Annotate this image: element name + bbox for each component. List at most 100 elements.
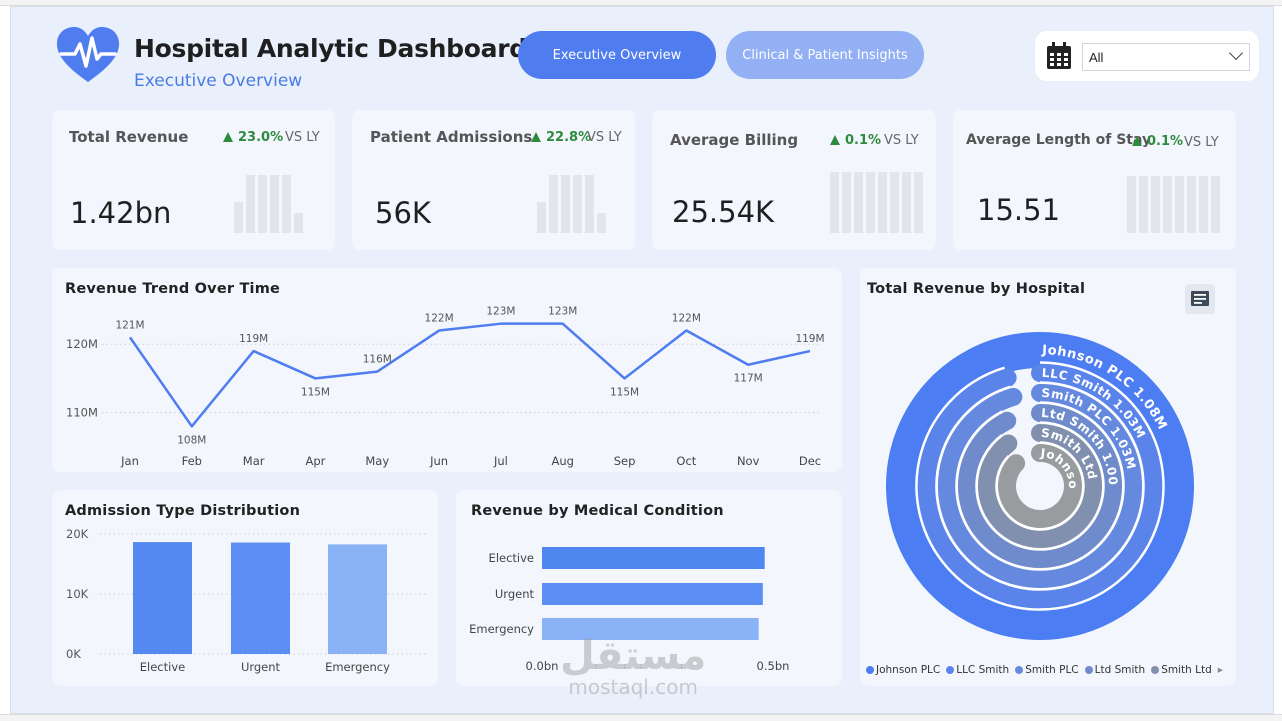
sparkline-bar	[561, 175, 570, 233]
sparkline-bar	[597, 212, 606, 233]
sparkline-bar	[537, 202, 546, 233]
legend-item[interactable]: LLC Smith	[946, 664, 1009, 676]
revenue-trend-card	[52, 268, 842, 472]
legend-swatch	[866, 666, 874, 674]
kpi-vs-ly: VS LY	[884, 133, 919, 148]
radial-bar	[918, 364, 1162, 608]
sparkline-bar	[902, 172, 911, 233]
kpi-sparkline	[537, 165, 606, 233]
kpi-label: Average Billing	[670, 131, 799, 149]
sparkline-bar	[1187, 176, 1196, 233]
date-filter-select[interactable]: All	[1082, 43, 1250, 71]
sparkline-bar	[549, 175, 558, 233]
x-tick-label: Emergency	[325, 660, 390, 674]
page-subtitle: Executive Overview	[134, 71, 303, 91]
x-tick-label: Jul	[493, 454, 508, 468]
data-label: 122M	[425, 313, 454, 325]
admission-type-chart: 0K 10K 20K Elective Urgent Emergency	[66, 527, 428, 674]
legend-more-arrow-icon[interactable]: ▸	[1217, 664, 1224, 676]
kpi-sparkline	[234, 165, 303, 233]
sparkline-bar	[854, 172, 863, 233]
data-label: 115M	[610, 386, 639, 398]
sparkline-bar	[1199, 176, 1208, 233]
legend-label: Ltd Smith	[1094, 664, 1146, 676]
sparkline-bar	[234, 202, 243, 233]
kpi-change: 22.8%	[531, 130, 591, 145]
data-label: 116M	[363, 354, 392, 366]
y-tick-label: 10K	[66, 587, 89, 601]
revenue-by-hospital-title: Total Revenue by Hospital	[867, 281, 1086, 297]
kpi-label: Average Length of Stay	[966, 132, 1152, 148]
radial-bar	[958, 404, 1122, 568]
admission-type-title: Admission Type Distribution	[65, 503, 301, 519]
revenue-line	[128, 322, 811, 428]
x-tick-label: Aug	[551, 454, 573, 468]
revenue-trend-title: Revenue Trend Over Time	[65, 281, 281, 297]
data-label: 121M	[115, 319, 144, 331]
executive-overview-button[interactable]: Executive Overview	[518, 31, 716, 79]
clinical-patient-insights-button[interactable]: Clinical & Patient Insights	[726, 31, 924, 79]
report-export-icon[interactable]	[1185, 284, 1215, 314]
sparkline-bar	[294, 212, 303, 233]
sparkline-bar	[1211, 176, 1220, 233]
data-label: 123M	[548, 306, 577, 318]
data-label: 108M	[177, 434, 206, 446]
legend-swatch	[1151, 666, 1160, 674]
heart-pulse-icon	[56, 27, 120, 82]
revenue-by-condition-title: Revenue by Medical Condition	[471, 503, 724, 519]
sparkline-bar	[270, 175, 279, 233]
bar	[542, 618, 759, 640]
legend-label: LLC Smith	[956, 664, 1010, 676]
y-tick-label: 20K	[66, 527, 89, 541]
revenue-trend-chart: 110M 120M 121M Jan 108M Feb 119M Mar 115M Apr 116M…	[66, 306, 825, 468]
x-tick-label: Jan	[120, 454, 139, 468]
sparkline-bar	[1127, 176, 1136, 233]
bar	[231, 542, 290, 654]
kpi-value: 25.54K	[672, 195, 775, 229]
sparkline-bar	[246, 175, 255, 233]
x-tick-label: Nov	[737, 454, 760, 468]
legend-item[interactable]: Smith Ltd	[1151, 664, 1212, 676]
x-tick-label: Jun	[429, 454, 448, 468]
y-tick-label: Urgent	[495, 587, 535, 601]
x-tick-label: May	[365, 454, 389, 468]
sparkline-bar	[573, 175, 582, 233]
page-title: Hospital Analytic Dashboard	[134, 34, 527, 63]
legend-item[interactable]: Johnson PLC	[866, 664, 940, 676]
y-tick-label: Emergency	[469, 622, 534, 636]
legend-label: Smith PLC	[1025, 664, 1079, 676]
legend-item[interactable]: Ltd Smith	[1084, 664, 1146, 676]
y-tick-label: 120M	[66, 337, 98, 351]
sparkline-bar	[866, 172, 875, 233]
legend-swatch	[1084, 666, 1093, 674]
kpi-change: 0.1%	[830, 133, 881, 148]
sparkline-bar	[878, 172, 887, 233]
sparkline-bar	[1139, 176, 1148, 233]
x-tick-label: 0.5bn	[757, 659, 790, 673]
sparkline-bar	[842, 172, 851, 233]
data-label: 119M	[239, 333, 268, 345]
kpi-sparkline	[1127, 176, 1220, 233]
sparkline-bar	[282, 175, 291, 233]
data-label: 117M	[734, 373, 763, 385]
legend-swatch	[946, 666, 955, 674]
bottom-window-strip	[0, 714, 1282, 721]
legend-item[interactable]: Smith PLC	[1015, 664, 1079, 676]
legend-label: Smith Ltd	[1161, 664, 1212, 676]
revenue-by-condition-chart: Elective Urgent Emergency 0.0bn 0.5bn	[469, 547, 790, 673]
sparkline-bar	[585, 175, 594, 233]
radial-bar	[998, 444, 1082, 528]
ring-separator	[955, 401, 1125, 571]
kpi-value: 56K	[375, 196, 431, 230]
x-tick-label: Feb	[182, 454, 202, 468]
radial-bar	[938, 384, 1142, 588]
x-tick-label: Dec	[799, 454, 821, 468]
y-tick-label: 110M	[66, 406, 98, 420]
kpi-value: 1.42bn	[70, 196, 172, 230]
kpi-change: 23.0%	[223, 130, 283, 145]
sparkline-bar	[830, 172, 839, 233]
kpi-sparkline	[830, 172, 923, 233]
sparkline-bar	[1163, 176, 1172, 233]
x-tick-label: Apr	[306, 454, 326, 468]
sparkline-bar	[890, 172, 899, 233]
